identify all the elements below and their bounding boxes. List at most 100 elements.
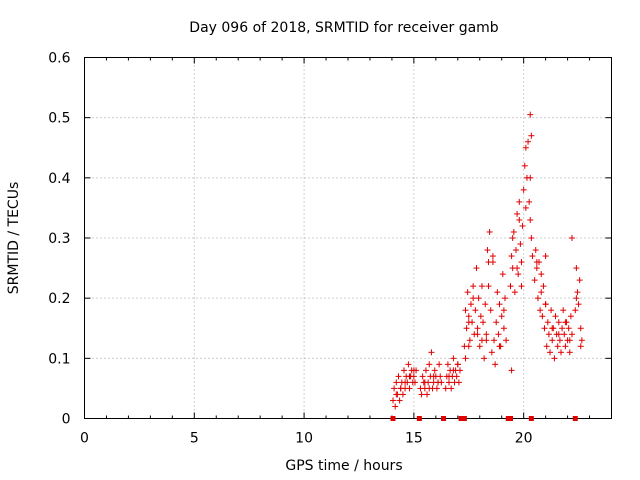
coverage-marker [528, 416, 534, 421]
data-point [421, 379, 428, 386]
data-point [391, 385, 398, 392]
data-point [511, 289, 518, 296]
data-point [516, 216, 523, 223]
data-point [481, 355, 488, 362]
y-tick-label: 0.1 [48, 351, 70, 367]
data-point [508, 367, 515, 374]
data-point [426, 361, 433, 368]
data-point [475, 295, 482, 302]
data-point [526, 198, 533, 205]
data-point [472, 307, 479, 314]
data-point [573, 295, 580, 302]
data-point [541, 325, 548, 332]
data-point [544, 319, 551, 326]
data-point [527, 111, 534, 118]
data-point [560, 307, 567, 314]
data-point [470, 295, 477, 302]
data-point [464, 289, 471, 296]
data-point [577, 343, 584, 350]
data-point [454, 361, 461, 368]
data-point [410, 367, 417, 374]
data-point [482, 301, 489, 308]
data-point [515, 271, 522, 278]
data-point [450, 367, 457, 374]
data-point [436, 361, 443, 368]
grid-lines [84, 57, 612, 419]
data-point [456, 367, 463, 374]
x-tick-label: 10 [295, 431, 313, 447]
y-tick-labels: 0 0.1 0.2 0.3 0.4 0.5 0.6 [48, 51, 70, 428]
data-point [533, 259, 540, 266]
coverage-marker [416, 416, 422, 421]
data-point [532, 247, 539, 254]
y-tick-label: 0 [62, 412, 71, 428]
data-point [539, 313, 546, 320]
data-point [538, 289, 545, 296]
data-point [525, 138, 532, 145]
data-point [418, 391, 425, 398]
data-point [390, 397, 397, 404]
data-point [555, 319, 562, 326]
data-point [474, 331, 481, 338]
data-point [573, 265, 580, 272]
data-point [512, 247, 519, 254]
data-point [543, 343, 550, 350]
data-point [562, 343, 569, 350]
x-tick-label: 0 [80, 431, 89, 447]
data-point [577, 325, 584, 332]
data-point [521, 162, 528, 169]
data-point [565, 325, 572, 332]
data-point [483, 337, 490, 344]
x-tick-label: 5 [190, 431, 199, 447]
data-point [448, 385, 455, 392]
data-point [540, 283, 547, 290]
data-point [450, 355, 457, 362]
data-point [470, 283, 477, 290]
data-point [510, 228, 517, 235]
data-point [542, 301, 549, 308]
data-point [396, 397, 403, 404]
data-point [406, 373, 413, 380]
data-points [390, 111, 585, 410]
data-point [419, 373, 426, 380]
data-point [402, 379, 409, 386]
data-point [465, 343, 472, 350]
data-point [559, 325, 566, 332]
data-point [520, 186, 527, 193]
data-point [548, 307, 555, 314]
data-point [424, 391, 431, 398]
data-point [568, 331, 575, 338]
data-point [561, 331, 568, 338]
data-point [542, 253, 549, 260]
data-point [431, 367, 438, 374]
data-point [465, 319, 472, 326]
y-tick-label: 0.6 [48, 51, 70, 67]
data-point [538, 271, 545, 278]
data-point [549, 325, 556, 332]
y-tick-label: 0.2 [48, 291, 70, 307]
data-point [480, 319, 487, 326]
data-point [527, 216, 534, 223]
coverage-marker [390, 416, 396, 421]
data-point [400, 367, 407, 374]
data-point [473, 265, 480, 272]
coverage-marker [461, 416, 467, 421]
data-point [514, 210, 521, 217]
data-point [552, 313, 559, 320]
data-point [428, 349, 435, 356]
data-point [477, 313, 484, 320]
data-point [462, 307, 469, 314]
data-point [433, 385, 440, 392]
y-tick-label: 0.5 [48, 111, 70, 127]
data-point [465, 313, 472, 320]
data-point [463, 325, 470, 332]
data-point [489, 253, 496, 260]
data-point [496, 301, 503, 308]
data-point [533, 265, 540, 272]
data-point [574, 289, 581, 296]
coverage-markers [390, 416, 578, 421]
data-point [516, 198, 523, 205]
data-point [554, 343, 561, 350]
data-point [395, 373, 402, 380]
